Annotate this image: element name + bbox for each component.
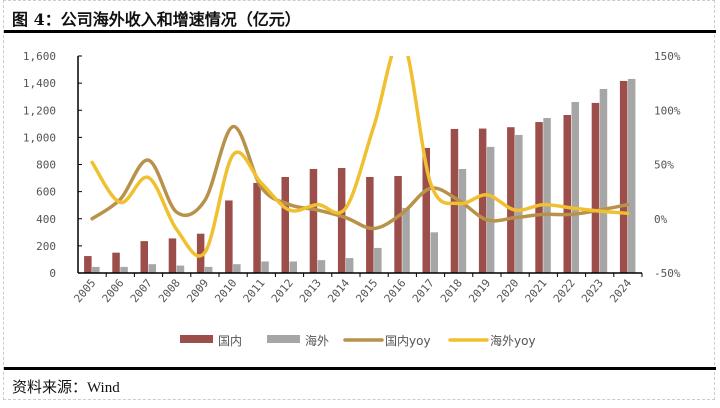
left-tick-label: 800 — [36, 159, 56, 172]
overseas-bar-2017 — [430, 232, 438, 273]
domestic-bar-2007 — [140, 241, 148, 273]
overseas-bar-2016 — [402, 207, 410, 273]
overseas-bar-2022 — [571, 101, 579, 274]
domestic-bar-2017 — [422, 147, 430, 273]
figure-title: 图 4：公司海外收入和增速情况（亿元） — [12, 10, 301, 29]
legend-label-1: 海外 — [305, 333, 329, 348]
domestic-bar-2021 — [535, 122, 543, 273]
overseas-bar-2020 — [515, 134, 523, 273]
domestic-bar-2022 — [563, 114, 571, 273]
legend-swatch-0 — [180, 335, 213, 343]
overseas-bar-2011 — [261, 261, 269, 273]
x-tick-label: 2017 — [410, 277, 437, 306]
overseas-bar-2013 — [317, 260, 326, 273]
overseas-bar-2021 — [543, 117, 551, 273]
legend-swatch-1 — [267, 335, 300, 343]
right-tick-label: 50% — [654, 159, 674, 172]
x-tick-label: 2015 — [353, 277, 380, 306]
legend-label-3: 海外yoy — [490, 333, 536, 348]
domestic-bar-2012 — [281, 176, 289, 273]
right-tick-label: 150% — [654, 50, 681, 63]
overseas-bar-2010 — [233, 264, 241, 273]
x-tick-label: 2019 — [466, 277, 493, 306]
x-tick-label: 2022 — [551, 277, 578, 306]
left-tick-label: 600 — [36, 186, 56, 199]
x-tick-label: 2007 — [128, 277, 155, 306]
domestic-bar-2013 — [309, 168, 318, 273]
domestic-yoy-line — [90, 124, 630, 231]
x-tick-label: 2020 — [494, 277, 521, 306]
domestic-bar-2006 — [112, 252, 120, 273]
overseas-bar-2008 — [176, 265, 185, 273]
overseas-bar-2015 — [374, 247, 382, 273]
x-tick-label: 2023 — [579, 277, 606, 306]
x-tick-label: 2021 — [523, 277, 550, 306]
right-tick-label: -50% — [654, 267, 681, 280]
overseas-bar-2024 — [627, 78, 636, 273]
right-tick-label: 0% — [654, 213, 668, 226]
source-note: 资料来源：Wind — [12, 380, 120, 396]
overseas-bar-2019 — [486, 146, 495, 273]
x-tick-label: 2011 — [241, 277, 268, 306]
left-tick-label: 1,200 — [23, 104, 56, 117]
domestic-bar-2020 — [507, 127, 515, 273]
left-tick-label: 200 — [36, 240, 56, 253]
legend-label-0: 国内 — [218, 334, 242, 348]
overseas-bar-2007 — [148, 264, 156, 273]
right-tick-label: 100% — [654, 104, 681, 117]
overseas-bar-2012 — [289, 261, 297, 273]
title-rule — [4, 30, 716, 33]
left-tick-label: 400 — [36, 213, 56, 226]
x-tick-label: 2008 — [156, 277, 183, 306]
overseas-bar-2018 — [458, 168, 467, 273]
domestic-bar-2014 — [337, 168, 346, 273]
legend-label-2: 国内yoy — [385, 334, 431, 348]
domestic-bar-2024 — [619, 80, 628, 273]
domestic-bar-2005 — [84, 256, 92, 273]
overseas-bar-2005 — [92, 266, 100, 273]
source-rule — [4, 367, 716, 370]
x-tick-label: 2016 — [382, 277, 409, 306]
left-tick-label: 1,600 — [23, 50, 56, 63]
figure-frame — [3, 0, 715, 400]
domestic-bar-2023 — [591, 102, 600, 274]
x-tick-label: 2010 — [212, 277, 239, 306]
x-tick-label: 2006 — [100, 277, 127, 306]
x-tick-label: 2005 — [71, 277, 98, 306]
left-tick-label: 1,400 — [23, 77, 56, 90]
left-tick-label: 0 — [49, 267, 56, 280]
overseas-bar-2023 — [599, 88, 608, 273]
domestic-bar-2015 — [366, 176, 374, 273]
left-tick-label: 1,000 — [23, 131, 56, 144]
overseas-bar-2009 — [204, 266, 213, 273]
overseas-bar-2006 — [120, 266, 128, 273]
domestic-bar-2011 — [253, 182, 261, 273]
domestic-bar-2016 — [394, 176, 402, 273]
domestic-bar-2019 — [478, 128, 487, 273]
x-tick-label: 2014 — [325, 276, 352, 305]
domestic-bar-2010 — [225, 200, 233, 273]
overseas-yoy-line — [90, 56, 630, 258]
x-tick-label: 2009 — [184, 277, 211, 306]
domestic-bar-2018 — [450, 128, 459, 273]
x-tick-label: 2018 — [438, 277, 465, 306]
x-tick-label: 2024 — [607, 276, 634, 305]
overseas-bar-2014 — [345, 258, 354, 273]
domestic-bar-2009 — [196, 233, 205, 273]
domestic-bar-2008 — [168, 238, 177, 273]
x-tick-label: 2012 — [269, 277, 296, 306]
x-tick-label: 2013 — [297, 277, 324, 306]
